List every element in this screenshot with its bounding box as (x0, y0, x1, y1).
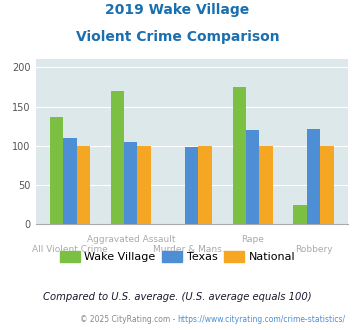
Text: Compared to U.S. average. (U.S. average equals 100): Compared to U.S. average. (U.S. average … (43, 292, 312, 302)
Bar (77, 146, 90, 224)
Legend: Wake Village, Texas, National: Wake Village, Texas, National (55, 247, 300, 267)
Text: https://www.cityrating.com/crime-statistics/: https://www.cityrating.com/crime-statist… (178, 315, 346, 324)
Bar (185, 148, 198, 224)
Text: Rape: Rape (241, 235, 264, 245)
Bar (294, 205, 307, 224)
Bar (50, 117, 63, 224)
Bar (111, 91, 124, 224)
Text: © 2025 CityRating.com -: © 2025 CityRating.com - (80, 315, 178, 324)
Bar (246, 130, 260, 224)
Text: Murder & Mans...: Murder & Mans... (153, 245, 230, 254)
Bar (260, 146, 273, 224)
Bar (124, 142, 137, 224)
Bar (320, 146, 334, 224)
Bar (63, 138, 77, 224)
Text: Aggravated Assault: Aggravated Assault (87, 235, 175, 245)
Text: All Violent Crime: All Violent Crime (32, 245, 108, 254)
Bar (198, 146, 212, 224)
Bar (233, 87, 246, 224)
Text: Robbery: Robbery (295, 245, 332, 254)
Text: 2019 Wake Village: 2019 Wake Village (105, 3, 250, 17)
Text: Violent Crime Comparison: Violent Crime Comparison (76, 30, 279, 44)
Bar (137, 146, 151, 224)
Bar (307, 129, 320, 224)
